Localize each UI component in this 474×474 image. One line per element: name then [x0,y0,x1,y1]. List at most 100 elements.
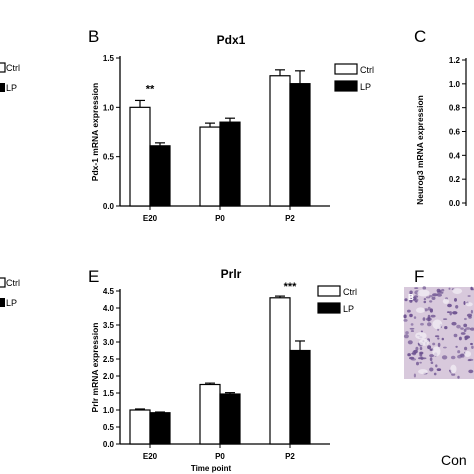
lumen [415,332,427,340]
x-tick-label: P2 [285,452,295,461]
panel-c-tick-label: 1.0 [449,80,461,89]
bar-ctrl-p2 [269,297,291,445]
x-tick-label: P0 [215,214,225,223]
left-legend-lp-swatch [0,298,5,307]
nucleus [471,345,474,349]
panel-c-tick-label: 0.4 [449,151,461,160]
nucleus [443,318,448,320]
left-legend-lp-label: LP [6,298,17,308]
nucleus [457,350,461,354]
x-axis-label: Time point [191,464,232,473]
significance-stars: ** [146,83,155,95]
lumen [418,338,430,346]
nucleus [424,308,428,312]
nucleus [466,313,473,317]
nucleus [448,287,451,290]
legend-swatch-ctrl [334,63,358,75]
lumen [418,369,428,375]
nucleus [429,357,433,362]
nucleus [436,293,442,297]
nucleus [435,364,438,368]
nucleus [409,327,415,330]
panel-c-tick-label: 0.6 [449,128,461,137]
bar-ctrl-e20 [129,106,151,207]
legend-label-ctrl: Ctrl [360,65,374,75]
nucleus [454,298,457,302]
nucleus [409,356,415,360]
nucleus [423,298,427,301]
legend-label-lp: LP [360,82,371,92]
nucleus [410,323,414,326]
nucleus [450,355,456,360]
bar-lp-e20 [149,145,171,207]
y-axis-label: Pdx-1 mRNA expression [90,83,100,181]
nucleus [423,300,427,304]
y-tick-label: 1.0 [103,406,115,415]
nucleus [464,346,468,351]
nucleus [436,288,441,293]
nucleus [413,373,416,378]
lumen [464,351,472,357]
nucleus [465,327,471,330]
nucleus [437,342,441,347]
nucleus [409,293,412,296]
nucleus [441,355,448,360]
lumen [416,307,425,314]
nucleus [419,351,424,355]
nucleus [468,369,474,374]
nucleus [467,295,471,297]
nucleus [410,330,415,332]
nucleus [429,295,433,298]
y-tick-label: 2.0 [103,372,115,381]
nucleus [453,333,458,338]
bar-ctrl-p0 [199,383,221,445]
left-legend-bottom: Ctrl LP [0,277,20,308]
legend-swatch-lp [317,302,341,314]
bar-ctrl-p0 [199,126,221,207]
chart-title: Prlr [221,267,242,281]
nucleus [460,332,466,335]
nucleus [420,322,424,326]
panel-letter-c: C [414,27,426,46]
nucleus [446,311,451,313]
panel-letter-e: E [88,267,99,286]
nucleus [427,345,432,350]
nucleus [419,361,422,364]
nucleus [407,340,413,345]
left-legend-ctrl-swatch [0,62,6,73]
panel-f-caption: Con [441,452,467,468]
nucleus [432,342,436,346]
nucleus [469,327,474,331]
bar-lp-p0 [219,121,241,207]
y-tick-label: 4.5 [103,287,115,296]
nucleus [407,309,411,313]
nucleus [405,331,409,335]
left-legend-lp-swatch [0,83,5,92]
nucleus [429,367,434,372]
legend-label-lp: LP [343,304,354,314]
nucleus [409,313,413,318]
legend-swatch-ctrl [317,285,341,297]
y-tick-label: 1.0 [103,103,115,112]
nucleus [463,301,466,305]
nucleus [451,373,456,376]
nucleus [447,303,452,308]
lumen [465,302,473,307]
nucleus [430,361,434,365]
panel-c-fragment: Neurog3 mRNA expression 1.2 1.0 0.8 0.6 0.4 0… [415,56,467,208]
panel-letter-f: F [414,267,424,286]
nucleus [457,375,460,379]
nucleus [451,321,457,326]
nucleus [455,305,459,309]
nucleus [403,334,409,339]
nucleus [443,346,447,349]
nucleus [418,357,423,360]
nucleus [407,353,411,357]
bar-lp-p2 [289,83,311,207]
nucleus [463,328,467,332]
chart-pdx1: Pdx1 Pdx-1 mRNA expression 0.0 0.5 1.0 1.5 E20… [90,33,374,223]
nucleus [470,309,473,314]
nucleus [412,351,417,356]
y-tick-label: 3.0 [103,338,115,347]
nucleus [426,317,432,322]
